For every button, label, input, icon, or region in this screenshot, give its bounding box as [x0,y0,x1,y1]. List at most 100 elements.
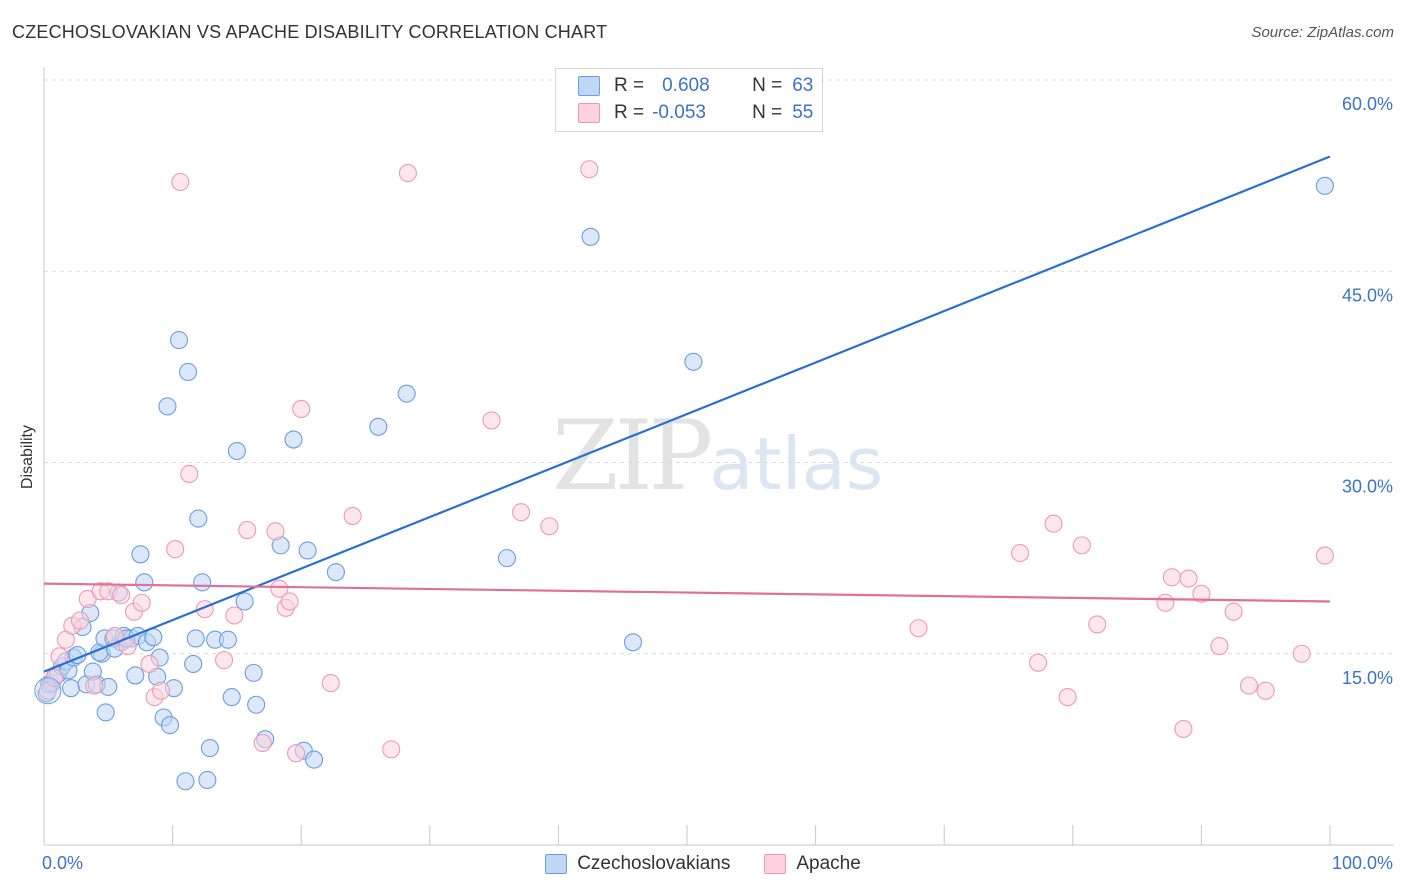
czechoslovakians-swatch [578,76,600,96]
stats-legend: R = 0.608 N = 63 R = -0.053 N = 55 [555,68,823,132]
czechoslovakians-point [227,441,246,461]
apache-point [512,503,531,522]
chart-title: CZECHOSLOVAKIAN VS APACHE DISABILITY COR… [12,22,608,42]
apache-point [238,521,257,540]
r-label: R = [614,102,645,123]
x-tick-label: 100.0% [1332,853,1393,873]
czechoslovakians-trend-line [43,155,1331,673]
stats-row-czechoslovakians: R = 0.608 N = 63 [578,73,813,99]
apache-point [85,676,104,695]
apache-point [382,740,401,759]
apache-point [140,654,159,674]
czechoslovakians-point [61,679,81,698]
czechoslovakians-point [169,331,189,350]
apache-point [1224,602,1243,621]
apache-point [1011,543,1030,563]
apache-swatch [764,854,787,874]
apache-point [540,517,559,536]
n-label: N = [752,102,783,123]
series-legend: Czechoslovakians Apache [0,851,1406,877]
apache-point [253,733,272,753]
apache-point [1044,514,1063,533]
n-value: 55 [792,102,814,123]
apache-point [171,172,190,192]
apache-point [1072,536,1091,555]
czechoslovakians-point [623,633,643,652]
apache-point [343,506,362,526]
y-tick-label: 45.0% [1342,285,1393,305]
czechoslovakians-point [235,592,254,611]
apache-point [398,164,417,183]
axes [43,67,1394,846]
x-tick-label: 0.0% [42,853,83,873]
apache-point [70,611,90,630]
apache-point [166,540,185,559]
apache-point [214,651,234,670]
czechoslovakians-point [581,227,600,246]
grid-lines [44,79,1394,655]
apache-point [112,586,131,605]
y-tick-label: 15.0% [1342,668,1393,688]
apache-point [1256,681,1275,700]
y-tick-label: 30.0% [1342,477,1393,497]
apache-point [292,399,311,419]
r-label: R = [614,75,645,96]
czechoslovakians-point [178,362,198,382]
czechoslovakians-point [305,750,324,769]
czechoslovakians-point [126,666,145,685]
legend-item-apache[interactable]: Apache [764,853,861,875]
apache-point [1156,593,1175,612]
apache-point [280,592,299,611]
apache-point [1292,644,1311,663]
czechoslovakians-point [160,716,180,735]
czechoslovakians-point [284,430,303,449]
stats-row-apache: R = -0.053 N = 55 [578,100,813,126]
czechoslovakians-point [189,509,208,528]
czechoslovakians-point [186,629,205,648]
czechoslovakians-point [193,573,212,592]
czechoslovakians-point [326,563,345,582]
czechoslovakians-point [184,654,203,674]
czechoslovakians-point [222,688,241,707]
apache-point [1179,569,1198,588]
czechoslovakians-point [158,397,177,416]
legend-item-czechoslovakians[interactable]: Czechoslovakians [545,853,730,875]
apache-point [1239,676,1259,695]
apache-point [266,522,285,541]
apache-trend-line [43,582,1331,603]
r-value: -0.053 [652,102,706,123]
apache-swatch [578,103,600,123]
czechoslovakians-point [247,695,266,714]
czechoslovakians-swatch [545,854,568,874]
apache-point [1210,637,1229,656]
apache-point [225,606,244,625]
czechoslovakians-point [1315,176,1334,195]
y-tick-label: 60.0% [1342,94,1393,114]
apache-point [321,674,340,693]
apache-point [1315,546,1334,565]
czechoslovakians-point [96,703,115,722]
apache-point [580,160,599,179]
source-label: Source: ZipAtlas.com [1251,24,1394,41]
czechoslovakians-cluster-point [34,677,62,705]
apache-point [287,744,306,763]
apache-point [909,619,928,638]
apache-point [180,464,199,484]
tick-labels: 15.0% 30.0% 45.0% 60.0% 0.0% 100.0% [42,94,1393,873]
apache-point [1088,615,1107,634]
czechoslovakians-point [298,541,317,560]
apache-point [1029,653,1048,672]
legend-label: Czechoslovakians [577,853,731,874]
czechoslovakians-point [397,384,416,403]
czechoslovakians-point [369,417,388,436]
apache-point [132,593,151,612]
czechoslovakians-point [497,549,517,568]
n-value: 63 [792,75,814,96]
czechoslovakians-point [198,770,217,790]
czechoslovakians-point [244,663,263,682]
czechoslovakians-point [200,739,219,758]
apache-point [151,681,171,700]
apache-point [482,411,501,430]
apache-point [1174,719,1193,739]
